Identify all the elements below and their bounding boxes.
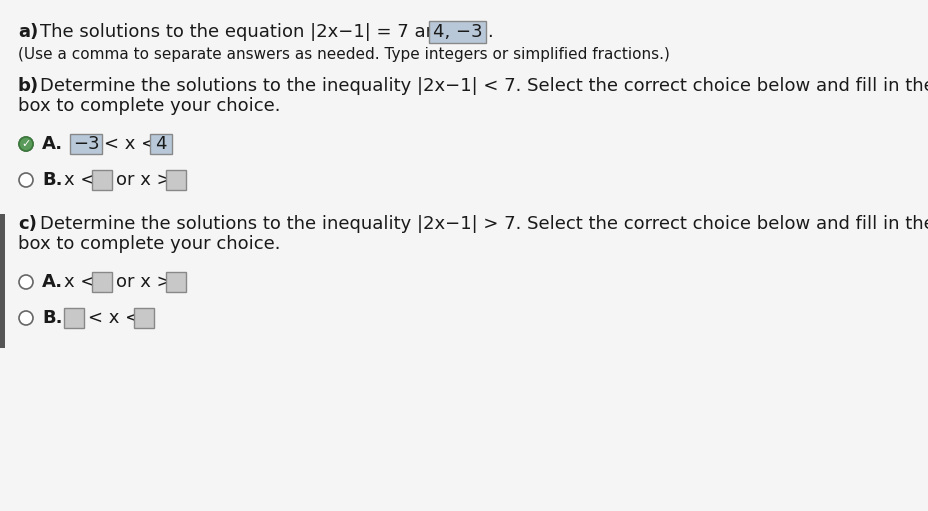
FancyBboxPatch shape xyxy=(134,308,154,328)
Circle shape xyxy=(19,173,33,187)
Text: box to complete your choice.: box to complete your choice. xyxy=(18,235,280,253)
FancyBboxPatch shape xyxy=(0,214,5,348)
FancyBboxPatch shape xyxy=(149,134,172,154)
FancyBboxPatch shape xyxy=(92,272,112,292)
Text: or x >: or x > xyxy=(116,171,172,189)
Text: Determine the solutions to the inequality |2x−1| < 7. Select the correct choice : Determine the solutions to the inequalit… xyxy=(40,77,928,95)
Circle shape xyxy=(19,137,33,151)
FancyBboxPatch shape xyxy=(64,308,84,328)
Circle shape xyxy=(19,275,33,289)
Text: .: . xyxy=(486,23,492,41)
Text: < x <: < x < xyxy=(88,309,140,327)
Circle shape xyxy=(19,311,33,325)
Text: box to complete your choice.: box to complete your choice. xyxy=(18,97,280,115)
Circle shape xyxy=(19,137,33,151)
Text: or x >: or x > xyxy=(116,273,172,291)
Text: −3: −3 xyxy=(72,135,99,153)
FancyBboxPatch shape xyxy=(70,134,102,154)
FancyBboxPatch shape xyxy=(92,170,112,190)
Text: 4: 4 xyxy=(155,135,166,153)
Text: a): a) xyxy=(18,23,38,41)
FancyBboxPatch shape xyxy=(166,272,186,292)
Text: A.: A. xyxy=(42,135,63,153)
Text: The solutions to the equation |2x−1| = 7 are: The solutions to the equation |2x−1| = 7… xyxy=(40,23,444,41)
FancyBboxPatch shape xyxy=(166,170,186,190)
Text: B.: B. xyxy=(42,309,62,327)
Text: A.: A. xyxy=(42,273,63,291)
FancyBboxPatch shape xyxy=(429,21,485,43)
Text: x <: x < xyxy=(64,273,96,291)
Text: ✓: ✓ xyxy=(21,140,31,150)
Text: x <: x < xyxy=(64,171,96,189)
Text: Determine the solutions to the inequality |2x−1| > 7. Select the correct choice : Determine the solutions to the inequalit… xyxy=(40,215,928,233)
Text: (Use a comma to separate answers as needed. Type integers or simplified fraction: (Use a comma to separate answers as need… xyxy=(18,47,669,61)
Text: b): b) xyxy=(18,77,39,95)
Text: B.: B. xyxy=(42,171,62,189)
Text: < x <: < x < xyxy=(104,135,156,153)
Text: c): c) xyxy=(18,215,37,233)
Text: 4, −3: 4, −3 xyxy=(432,23,482,41)
